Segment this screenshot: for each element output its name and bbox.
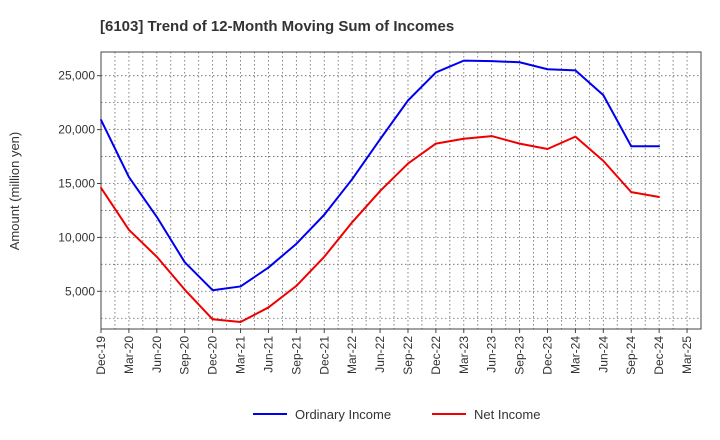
- legend-label-ordinary-income: Ordinary Income: [295, 407, 391, 422]
- x-axis: Dec-19 Mar-20 Jun-20 Sep-20 Dec-20 Mar-21 Jun-…: [94, 329, 694, 375]
- data-point-net-income: [239, 321, 242, 323]
- data-point-ordinary-income: [546, 68, 549, 71]
- data-point-net-income: [602, 159, 605, 162]
- data-point-net-income: [630, 191, 633, 194]
- x-tick-label: Dec-22: [429, 336, 443, 375]
- y-tick-label: 20,000: [58, 123, 95, 137]
- data-point-ordinary-income: [183, 261, 186, 264]
- x-tick-label: Mar-20: [122, 336, 136, 374]
- x-tick-label: Jun-21: [261, 336, 275, 373]
- data-point-ordinary-income: [630, 145, 633, 148]
- plot-frame: [100, 51, 702, 330]
- data-point-net-income: [128, 228, 130, 231]
- x-tick-label: Mar-23: [457, 336, 471, 374]
- data-point-ordinary-income: [351, 178, 354, 181]
- y-tick-label: 10,000: [58, 230, 95, 244]
- data-point-ordinary-income: [128, 176, 130, 178]
- data-point-ordinary-income: [658, 145, 661, 148]
- grid: [101, 52, 701, 329]
- data-point-net-income: [211, 318, 214, 321]
- x-tick-label: Sep-21: [289, 336, 303, 375]
- x-tick-label: Dec-20: [206, 336, 220, 375]
- data-point-net-income: [518, 142, 521, 145]
- data-point-net-income: [658, 196, 661, 198]
- data-point-net-income: [407, 162, 409, 165]
- data-point-ordinary-income: [100, 119, 102, 121]
- x-tick-label: Sep-22: [401, 336, 415, 375]
- data-point-net-income: [490, 135, 493, 137]
- data-point-ordinary-income: [602, 94, 605, 97]
- data-point-net-income: [267, 306, 270, 309]
- data-point-ordinary-income: [295, 242, 298, 245]
- x-tick-label: Mar-22: [345, 336, 359, 374]
- legend: Ordinary Income Net Income: [253, 407, 540, 422]
- data-point-ordinary-income: [239, 285, 242, 288]
- data-point-ordinary-income: [462, 59, 465, 62]
- data-point-net-income: [323, 255, 326, 258]
- x-tick-label: Dec-24: [652, 336, 666, 375]
- y-axis-label: Amount (million yen): [7, 132, 22, 251]
- x-tick-label: Dec-19: [94, 336, 108, 375]
- data-point-ordinary-income: [211, 289, 214, 292]
- data-point-net-income: [155, 255, 158, 258]
- x-tick-label: Jun-22: [373, 336, 387, 373]
- x-tick-label: Mar-25: [680, 336, 694, 374]
- x-tick-label: Dec-23: [541, 336, 555, 375]
- data-point-net-income: [379, 190, 381, 192]
- data-point-net-income: [100, 186, 102, 189]
- data-point-net-income: [351, 221, 354, 224]
- x-tick-label: Jun-20: [150, 336, 164, 373]
- x-tick-label: Sep-23: [513, 336, 527, 375]
- data-point-ordinary-income: [434, 71, 437, 74]
- data-point-ordinary-income: [267, 266, 270, 269]
- y-tick-label: 25,000: [58, 69, 95, 83]
- data-point-ordinary-income: [379, 138, 381, 141]
- x-tick-label: Mar-24: [568, 336, 582, 374]
- x-tick-label: Dec-21: [317, 336, 331, 375]
- series-lines: [100, 59, 661, 323]
- data-point-ordinary-income: [490, 60, 493, 63]
- legend-label-net-income: Net Income: [474, 407, 540, 422]
- data-point-net-income: [462, 137, 465, 140]
- data-point-net-income: [295, 284, 298, 287]
- y-tick-label: 15,000: [58, 176, 95, 190]
- data-point-ordinary-income: [574, 69, 577, 72]
- data-point-ordinary-income: [407, 99, 409, 102]
- data-point-net-income: [574, 135, 577, 138]
- data-point-net-income: [546, 148, 549, 150]
- data-point-ordinary-income: [518, 61, 521, 64]
- y-axis: 5,000 10,000 15,000 20,000 25,000: [58, 69, 101, 298]
- data-point-net-income: [434, 142, 437, 145]
- chart-title: [6103] Trend of 12-Month Moving Sum of I…: [100, 18, 454, 35]
- series-line-ordinary-income: [100, 59, 660, 292]
- x-tick-label: Mar-21: [234, 336, 248, 374]
- data-point-ordinary-income: [155, 216, 158, 218]
- x-tick-label: Sep-20: [178, 336, 192, 375]
- y-tick-label: 5,000: [65, 284, 95, 298]
- data-point-net-income: [183, 288, 186, 291]
- x-tick-label: Jun-23: [485, 336, 499, 373]
- x-tick-label: Jun-24: [596, 336, 610, 373]
- x-tick-label: Sep-24: [624, 336, 638, 375]
- data-point-ordinary-income: [323, 213, 326, 216]
